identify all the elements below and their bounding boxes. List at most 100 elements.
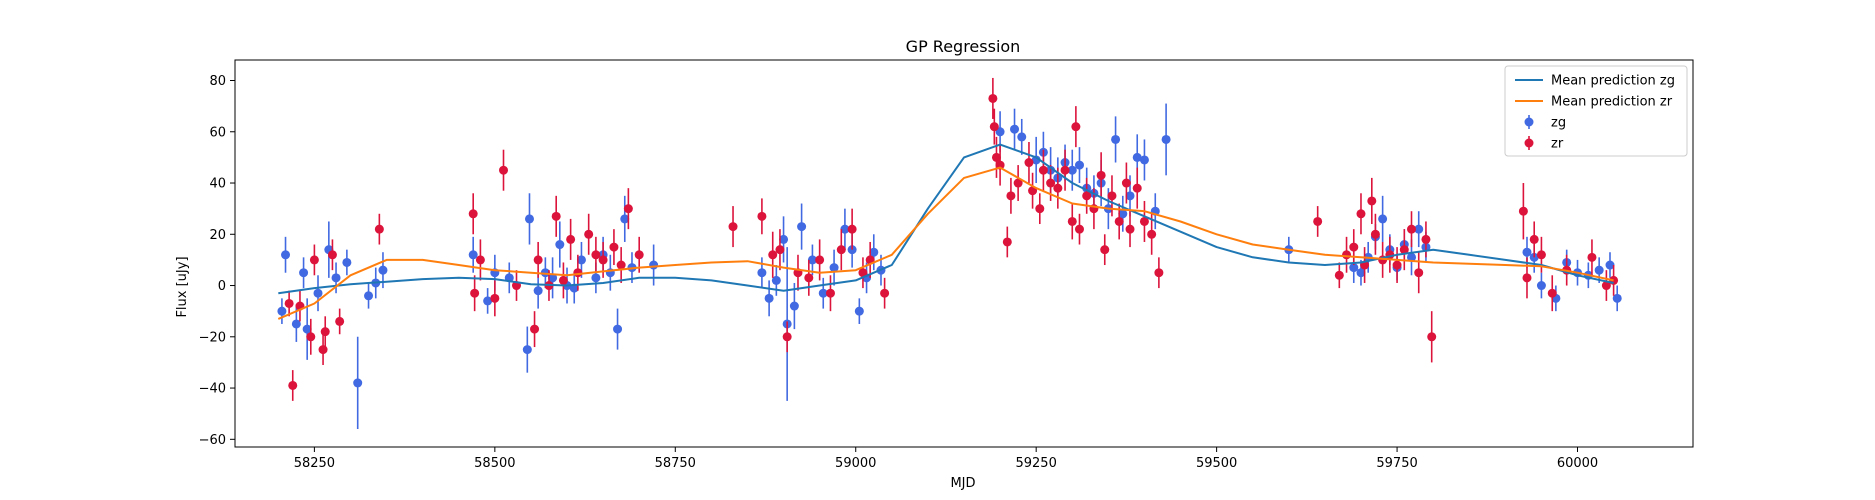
zg-point (533, 286, 543, 296)
zr-point (1601, 281, 1611, 291)
zr-point (573, 268, 583, 278)
zg-point (342, 257, 352, 267)
legend-box (1504, 65, 1688, 157)
zr-point (847, 224, 857, 234)
legend-label: zg (1551, 116, 1566, 131)
zr-point (530, 324, 540, 334)
zg-point (829, 263, 839, 273)
y-tick-label: −20 (199, 330, 226, 345)
zr-point (1046, 178, 1056, 188)
zg-point (576, 255, 586, 265)
line-mean-prediction-zr (277, 166, 1614, 320)
x-tick-label: 59000 (835, 456, 876, 471)
zr-point (757, 211, 767, 221)
zr-point (634, 250, 644, 260)
plot-frame (234, 59, 1694, 448)
zr-point (499, 165, 509, 175)
zg-point (1605, 260, 1615, 270)
zg-point (291, 319, 301, 329)
zr-point (1013, 178, 1023, 188)
plot-background (235, 60, 1693, 447)
zg-point (313, 288, 323, 298)
zg-point (1074, 160, 1084, 170)
zg-point (1407, 252, 1417, 262)
zg-point (764, 293, 774, 303)
zg-point (1125, 191, 1135, 201)
zg-point (757, 268, 767, 278)
zr-point (609, 242, 619, 252)
legend: Mean prediction zg Mean prediction zr zg zr (1504, 65, 1688, 157)
zr-point (728, 222, 738, 232)
zg-point (1349, 263, 1359, 273)
zr-point (566, 234, 576, 244)
zg-point (1017, 132, 1027, 142)
zr-point (490, 293, 500, 303)
y-tick-label: −60 (199, 433, 226, 448)
legend-item: zg (1524, 115, 1566, 131)
zr-point (1002, 237, 1012, 247)
legend-label: Mean prediction zg (1551, 74, 1675, 89)
data-layer (277, 77, 1622, 430)
zr-point (1399, 245, 1409, 255)
zr-point (1107, 191, 1117, 201)
zg-point (277, 306, 287, 316)
zg-point (1132, 152, 1142, 162)
zg-point (1356, 268, 1366, 278)
zr-point (880, 288, 890, 298)
zg-point (1139, 155, 1149, 165)
zg-point (771, 275, 781, 285)
zg-point (302, 324, 312, 334)
zr-point (1060, 165, 1070, 175)
zr-point (1147, 229, 1157, 239)
zg-point (1536, 281, 1546, 291)
zg-point (591, 273, 601, 283)
zr-point (1071, 122, 1081, 132)
zr-point (1006, 191, 1016, 201)
zr-point (468, 209, 478, 219)
zg-point (522, 345, 532, 355)
legend-item: Mean prediction zg (1515, 74, 1675, 89)
zr-point (1132, 183, 1142, 193)
zg-point (789, 301, 799, 311)
zr-point (1427, 332, 1437, 342)
zg-point (468, 250, 478, 260)
zg-point (1414, 224, 1424, 234)
zr-point (1334, 270, 1344, 280)
zg-point (807, 255, 817, 265)
zg-point (649, 260, 659, 270)
zr-point (1313, 216, 1323, 226)
zr-point (475, 255, 485, 265)
x-tick-label: 59250 (1015, 456, 1056, 471)
zr-point (991, 152, 1001, 162)
zr-point (782, 332, 792, 342)
zg-point (331, 273, 341, 283)
zr-point (1547, 288, 1557, 298)
x-tick-label: 58250 (294, 456, 335, 471)
zr-point (1356, 209, 1366, 219)
zr-point (1518, 206, 1528, 216)
zg-point (797, 222, 807, 232)
zg-point (1010, 124, 1020, 134)
zr-point (288, 380, 298, 390)
zr-point (470, 288, 480, 298)
zr-point (1367, 196, 1377, 206)
zr-point (1082, 191, 1092, 201)
zr-point (989, 122, 999, 132)
zr-point (1392, 260, 1402, 270)
zr-point (318, 345, 328, 355)
zg-point (353, 378, 363, 388)
zr-point (1121, 178, 1131, 188)
zr-point (591, 250, 601, 260)
zr-point (558, 275, 568, 285)
line-mean-prediction-zg (278, 143, 1614, 295)
zg-point (524, 214, 534, 224)
zr-point (1053, 183, 1063, 193)
zg-point (1111, 134, 1121, 144)
zr-point (858, 268, 868, 278)
zr-point (306, 332, 316, 342)
zg-point (548, 273, 558, 283)
zr-point (374, 224, 384, 234)
zr-point (533, 255, 543, 265)
zg-point (1161, 134, 1171, 144)
